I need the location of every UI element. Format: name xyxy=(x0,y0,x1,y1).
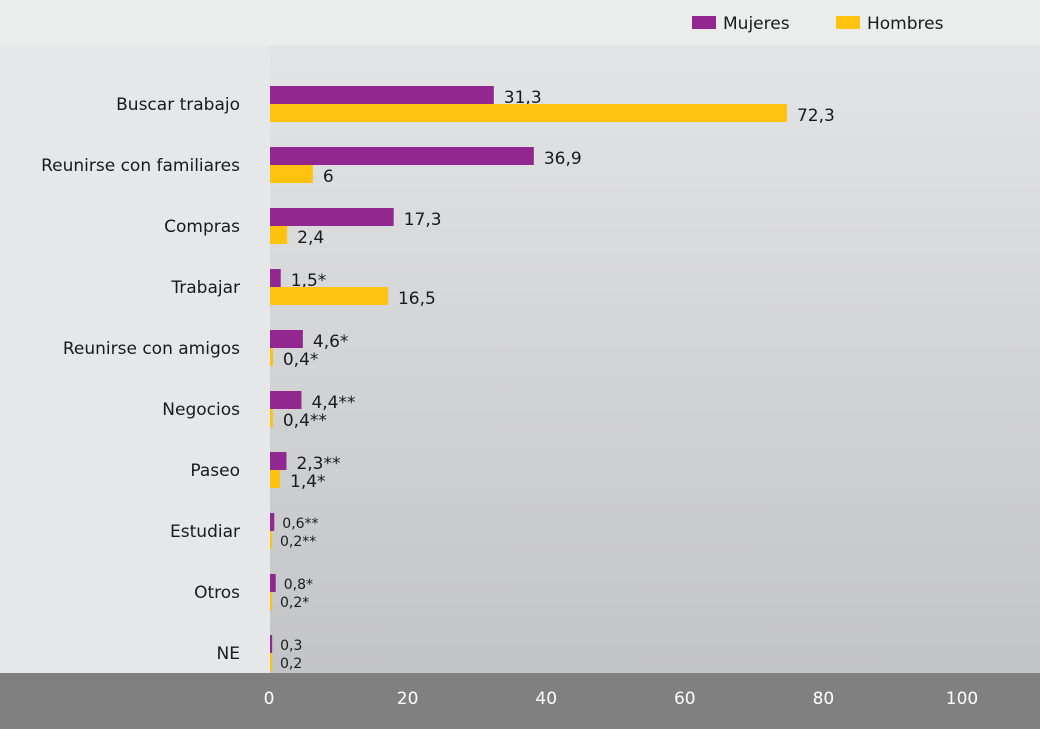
data-label: 0,3 xyxy=(280,638,302,654)
legend-label: Mujeres xyxy=(723,14,790,34)
x-tick-label: 40 xyxy=(535,689,557,709)
bar-mujeres xyxy=(270,574,276,592)
data-label: 17,3 xyxy=(404,210,442,230)
bar-mujeres xyxy=(270,391,302,409)
legend-swatch xyxy=(836,16,860,29)
data-label: 72,3 xyxy=(797,106,835,126)
category-label: Buscar trabajo xyxy=(116,95,240,115)
bar-mujeres xyxy=(270,269,281,287)
data-label: 6 xyxy=(323,167,334,187)
bar-hombres xyxy=(270,531,272,549)
bar-hombres xyxy=(270,409,273,427)
category-label: Otros xyxy=(194,583,240,603)
bar-mujeres xyxy=(270,635,273,653)
data-label: 0,6** xyxy=(282,516,318,532)
category-label: Estudiar xyxy=(170,522,240,542)
plot-area xyxy=(270,45,1040,673)
legend-swatch xyxy=(692,16,716,29)
bar-mujeres xyxy=(270,208,394,226)
bar-hombres xyxy=(270,592,272,610)
bar-mujeres xyxy=(270,330,303,348)
bar-hombres xyxy=(270,653,272,671)
bar-mujeres xyxy=(270,452,287,470)
x-tick-label: 0 xyxy=(264,689,275,709)
bar-hombres xyxy=(270,226,288,244)
category-label: Trabajar xyxy=(170,278,240,298)
legend-label: Hombres xyxy=(867,14,944,34)
data-label: 2,4 xyxy=(297,228,324,248)
bar-mujeres xyxy=(270,147,534,165)
category-label: NE xyxy=(217,644,240,664)
bar-hombres xyxy=(270,470,281,488)
legend-band xyxy=(0,0,1040,45)
bar-hombres xyxy=(270,104,787,122)
data-label: 4,4** xyxy=(311,393,355,413)
x-tick-label: 20 xyxy=(397,689,419,709)
bar-hombres xyxy=(270,348,273,366)
data-label: 1,4* xyxy=(290,472,326,492)
x-axis-band xyxy=(0,673,1040,729)
data-label: 4,6* xyxy=(313,332,349,352)
data-label: 0,4** xyxy=(283,411,327,431)
data-label: 36,9 xyxy=(544,149,582,169)
label-area xyxy=(0,45,270,673)
bar-hombres xyxy=(270,287,388,305)
category-label: Reunirse con familiares xyxy=(41,156,240,176)
data-label: 0,2* xyxy=(280,595,309,611)
bar-hombres xyxy=(270,165,313,183)
data-label: 0,8* xyxy=(284,577,313,593)
bar-mujeres xyxy=(270,86,494,104)
data-label: 31,3 xyxy=(504,88,542,108)
data-label: 0,2** xyxy=(280,534,316,550)
x-tick-label: 100 xyxy=(946,689,978,709)
category-label: Reunirse con amigos xyxy=(63,339,240,359)
data-label: 2,3** xyxy=(296,454,340,474)
category-label: Paseo xyxy=(190,461,240,481)
legend: Mujeres Hombres xyxy=(692,14,944,34)
data-label: 1,5* xyxy=(291,271,327,291)
data-label: 0,4* xyxy=(283,350,319,370)
bar-mujeres xyxy=(270,513,275,531)
x-tick-label: 60 xyxy=(674,689,696,709)
category-label: Compras xyxy=(164,217,240,237)
data-label: 0,2 xyxy=(280,656,302,672)
x-tick-label: 80 xyxy=(813,689,835,709)
category-label: Negocios xyxy=(162,400,240,420)
data-label: 16,5 xyxy=(398,289,436,309)
